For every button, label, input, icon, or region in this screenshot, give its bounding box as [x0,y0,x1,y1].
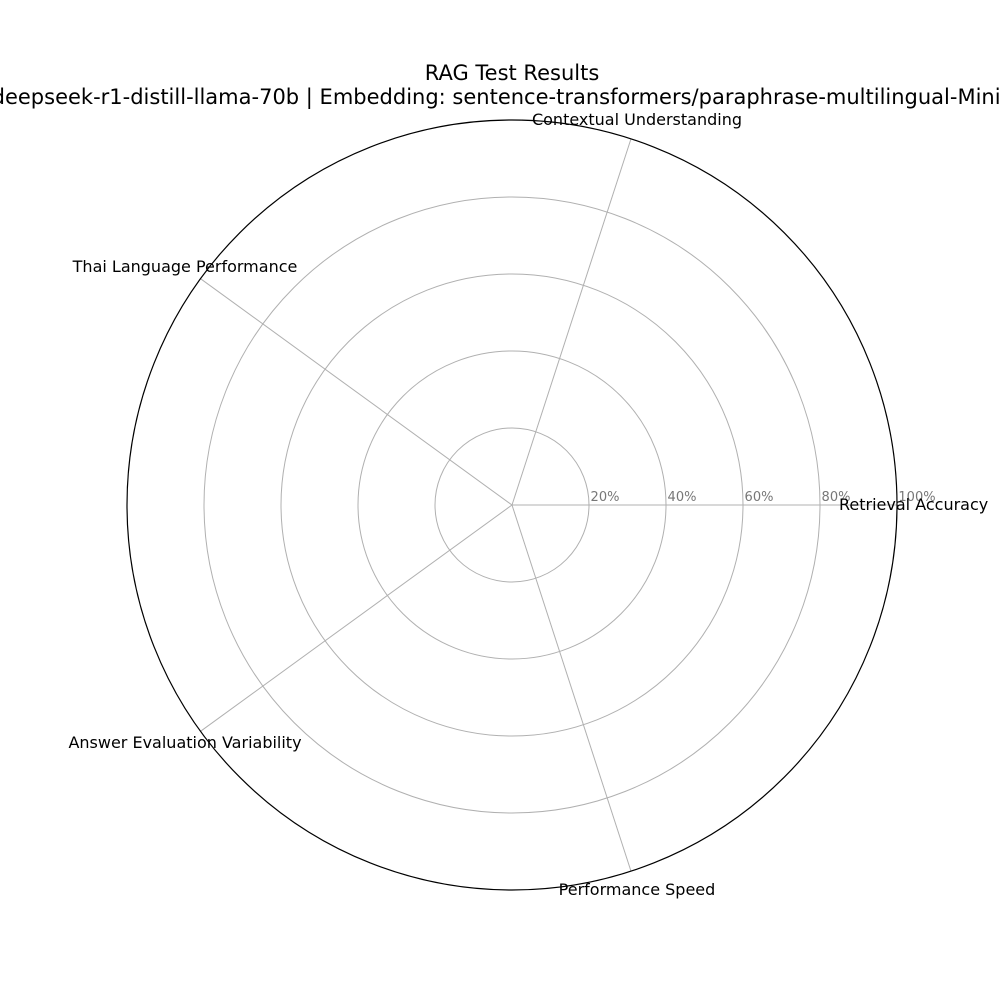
radar-outer-frame [126,119,898,891]
radial-tick-label: 100% [898,490,935,505]
category-label: Retrieval Accuracy [839,495,988,514]
radial-tick-label: 80% [822,490,851,505]
radar-spokes [200,138,897,872]
category-label: Answer Evaluation Variability [68,733,301,752]
radar-spoke [511,504,632,872]
radial-tick-label: 60% [745,490,774,505]
category-label: Performance Speed [559,880,716,899]
radial-tick-labels: 20% 40% 60% 80% 100% [591,490,936,505]
radar-spoke [200,504,513,732]
chart-title: RAG Test Results [425,61,600,85]
chart-subtitle: Model: deepseek-r1-distill-llama-70b | E… [0,85,1000,110]
radial-tick-label: 20% [591,490,620,505]
radar-spoke [511,138,632,506]
radial-tick-label: 40% [668,490,697,505]
category-label: Contextual Understanding [532,110,742,129]
category-label: Thai Language Performance [72,257,298,276]
radar-spoke [200,278,513,506]
category-labels: Retrieval Accuracy Contextual Understandi… [68,110,988,899]
